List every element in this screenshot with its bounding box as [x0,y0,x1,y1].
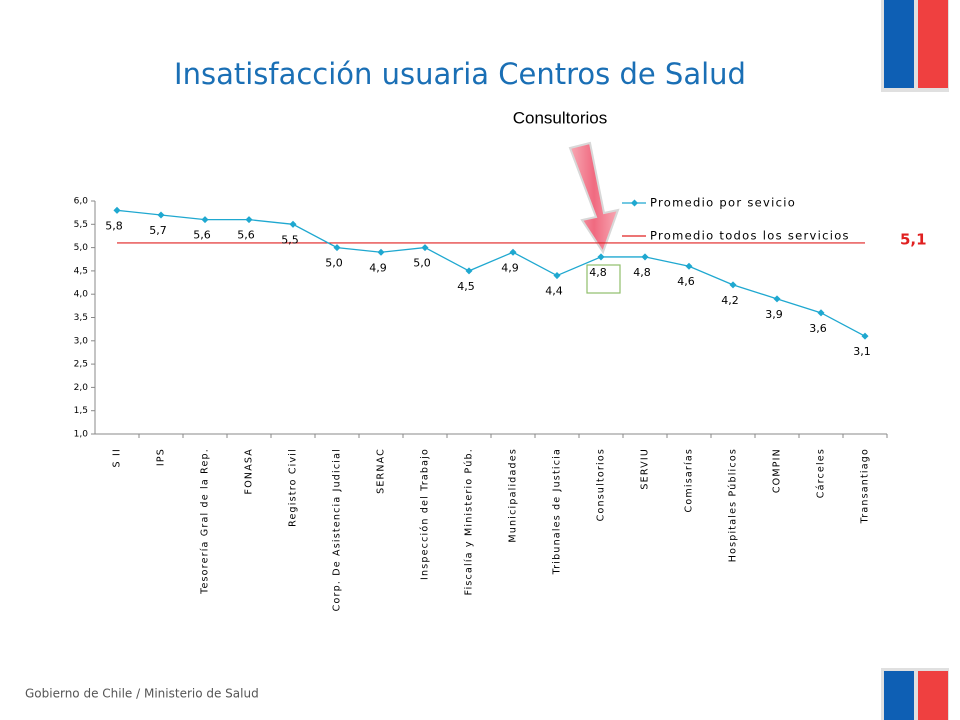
x-tick-label: Tesorería Gral de la Rep. [200,448,211,595]
x-tick-label: Inspección del Trabajo [420,448,431,580]
flag-top [881,0,949,92]
y-tick-label: 6,0 [74,197,89,207]
y-tick-label: 5,0 [74,243,89,253]
data-label: 3,6 [809,322,827,335]
data-label: 5,0 [325,257,343,270]
highlight-box [586,264,621,294]
data-label: 5,5 [281,233,299,246]
legend-label: Promedio por sevicio [650,196,796,210]
point [157,211,165,219]
y-tick-label: 1,0 [74,430,89,440]
data-label: 3,9 [765,308,783,321]
point [641,253,649,261]
point [597,253,605,261]
y-tick-label: 4,0 [74,290,89,300]
arrow [568,141,620,255]
data-label: 4,8 [633,266,651,279]
x-tick-label: Comisarías [684,448,695,512]
y-tick-label: 3,0 [74,336,89,346]
data-label: 4,6 [677,275,695,288]
x-tick-label: Cárceles [816,448,827,498]
point [465,267,473,275]
x-tick-label: FONASA [244,448,255,494]
point [377,248,385,256]
legend-label: Promedio todos los servicios [650,229,850,243]
data-label: 5,0 [413,257,431,270]
data-label: 4,9 [501,261,519,274]
point [289,220,297,228]
annotation: Consultorios [513,108,608,127]
reference-label: 5,1 [900,231,927,249]
x-tick-label: Fiscalía y Ministerio Púb. [464,448,475,595]
data-label: 5,8 [105,219,123,232]
x-tick-label: Hospitales Públicos [728,448,739,562]
point [421,244,429,252]
point [333,244,341,252]
x-tick-label: S II [112,448,123,467]
point [861,332,869,340]
x-tick-label: COMPIN [772,448,783,493]
data-label: 4,2 [721,294,739,307]
footer: Gobierno de Chile / Ministerio de Salud [25,687,259,701]
data-label: 4,4 [545,285,563,298]
title: Insatisfacción usuaria Centros de Salud [174,57,746,91]
point [817,309,825,317]
x-tick-label: SERVIU [640,448,651,490]
flag-bottom [881,668,949,720]
x-tick-label: Tribunales de Justicia [552,448,563,575]
y-tick-label: 2,5 [74,360,88,370]
point [201,216,209,224]
y-tick-label: 4,5 [74,266,88,276]
point [729,281,737,289]
data-label: 5,6 [193,229,211,242]
data-label: 4,5 [457,280,475,293]
y-tick-label: 5,5 [74,220,88,230]
point [553,272,561,280]
point [245,216,253,224]
series-line [116,209,866,337]
x-tick-label: IPS [156,448,167,466]
y-tick-label: 1,5 [74,406,88,416]
point [685,262,693,270]
x-tick-label: Registro Civil [288,448,299,527]
x-tick-label: Consultorios [596,448,607,521]
y-tick-label: 2,0 [74,383,89,393]
legend-marker [630,199,639,207]
point [509,248,517,256]
x-tick-label: Corp. De Asistencia Judicial [332,448,343,611]
x-tick-label: SERNAC [376,448,387,494]
y-tick-label: 3,5 [74,313,88,323]
data-label: 4,9 [369,261,387,274]
x-tick-label: Transantiago [860,448,871,524]
data-label: 3,1 [853,345,871,358]
point [773,295,781,303]
point [113,206,121,214]
data-label: 4,8 [589,266,607,279]
data-label: 5,6 [237,229,255,242]
data-label: 5,7 [149,224,167,237]
x-tick-label: Municipalidades [508,448,519,543]
